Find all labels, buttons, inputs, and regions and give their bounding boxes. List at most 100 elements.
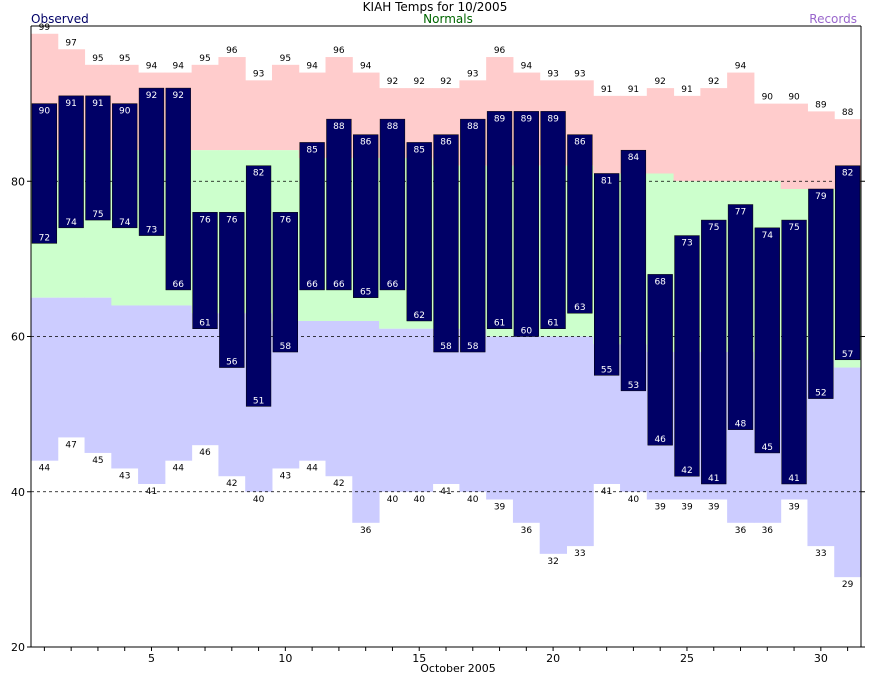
observed-low-label: 41 [788,474,799,484]
x-tick-label: 20 [546,652,560,665]
record-high-band [700,88,728,182]
record-low-band [138,305,166,484]
observed-high-label: 76 [199,215,211,225]
observed-low-label: 52 [815,389,826,399]
record-low-band [432,328,460,484]
observed-low-label: 62 [413,311,424,321]
record-high-label: 92 [413,77,424,87]
observed-low-label: 58 [440,342,452,352]
legend-observed: Observed [31,12,89,26]
record-high-label: 94 [735,62,747,72]
observed-bar [219,212,245,368]
record-low-band [31,297,59,461]
record-low-label: 41 [440,487,451,497]
record-high-label: 90 [762,93,774,103]
record-low-band [57,297,86,438]
observed-high-label: 84 [628,153,640,163]
record-low-label: 44 [173,464,185,474]
observed-bar [245,165,272,407]
observed-low-label: 51 [253,396,264,406]
observed-bar [165,87,191,291]
observed-bar [781,219,807,485]
record-low-label: 36 [360,526,372,536]
observed-bar [326,118,352,291]
legend-records: Records [809,12,857,26]
x-tick-label: 5 [148,652,155,665]
record-low-label: 41 [146,487,157,497]
y-tick-label: 60 [11,331,25,344]
observed-high-label: 68 [654,277,666,287]
x-tick-label: 10 [278,652,292,665]
observed-high-label: 75 [788,223,799,233]
observed-low-label: 46 [654,435,666,445]
observed-low-label: 56 [226,358,238,368]
record-high-band [271,64,300,151]
observed-bar [272,212,298,353]
observed-low-label: 66 [173,280,185,290]
record-low-band [164,305,193,461]
observed-high-label: 85 [306,145,317,155]
observed-low-label: 55 [601,365,612,375]
record-high-label: 88 [842,108,854,118]
record-low-label: 46 [199,448,211,458]
observed-low-label: 60 [521,327,533,337]
observed-low-label: 61 [494,319,505,329]
record-high-label: 89 [815,100,827,110]
record-high-label: 94 [146,62,158,72]
observed-bar [647,274,673,446]
observed-low-label: 45 [762,443,773,453]
observed-low-label: 42 [681,466,692,476]
observed-bar [620,149,647,392]
record-low-band [486,336,514,500]
record-low-band [352,320,380,523]
observed-high-label: 85 [413,145,424,155]
record-high-label: 92 [708,77,719,87]
observed-high-label: 90 [39,107,51,117]
record-high-label: 94 [360,62,372,72]
record-low-label: 40 [387,495,399,505]
record-high-label: 92 [440,77,451,87]
observed-high-label: 86 [440,138,452,148]
record-high-label: 97 [65,38,76,48]
record-low-label: 39 [708,503,720,513]
record-low-label: 40 [628,495,640,505]
record-high-band [807,111,835,190]
observed-high-label: 82 [842,169,853,179]
record-high-label: 95 [199,54,210,64]
observed-low-label: 66 [306,280,318,290]
record-high-label: 91 [601,85,612,95]
observed-low-label: 61 [547,319,558,329]
record-low-band [191,313,219,446]
observed-high-label: 88 [333,122,345,132]
record-low-label: 29 [842,580,854,590]
observed-high-label: 82 [253,169,264,179]
observed-high-label: 75 [708,223,719,233]
observed-high-label: 92 [146,91,157,101]
record-high-band [780,103,808,190]
observed-high-label: 86 [574,138,586,148]
observed-low-label: 58 [280,342,292,352]
observed-high-label: 76 [280,215,292,225]
y-tick-label: 20 [11,641,25,654]
observed-bar [85,95,111,221]
x-tick-label: 25 [680,652,694,665]
record-low-band [84,297,112,453]
observed-low-label: 66 [387,280,399,290]
record-low-label: 40 [467,495,479,505]
record-low-label: 40 [253,495,265,505]
record-low-label: 43 [119,471,130,481]
observed-bar [192,212,218,329]
observed-high-label: 91 [92,99,103,109]
record-low-label: 39 [788,503,800,513]
observed-low-label: 74 [65,218,77,228]
record-high-band [191,64,219,151]
record-low-label: 44 [39,464,51,474]
observed-bar [486,111,513,329]
record-high-label: 93 [574,69,585,79]
record-low-band [459,328,487,492]
record-high-band [673,95,701,182]
record-low-label: 39 [654,503,666,513]
record-high-band [218,57,246,151]
record-high-label: 93 [467,69,478,79]
